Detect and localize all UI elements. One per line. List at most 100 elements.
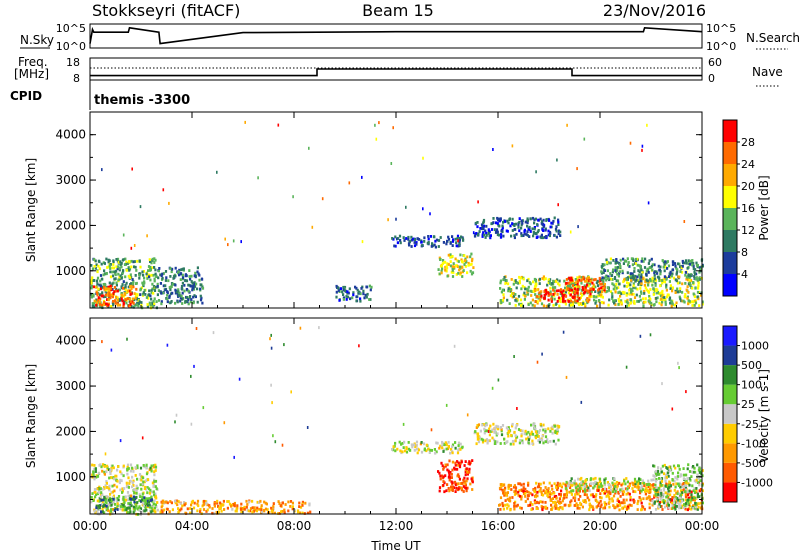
data-cell [366,292,369,296]
data-cell [161,499,164,503]
data-cell [451,255,454,258]
data-cell [619,490,622,493]
data-cell [449,242,452,245]
data-cell [213,503,216,506]
data-cell [676,262,679,266]
data-cell [588,294,591,298]
data-cell [548,490,551,494]
data-cell [517,294,521,298]
data-cell [346,290,349,294]
data-cell [550,295,553,299]
data-cell [140,498,143,502]
data-cell [697,286,700,290]
data-cell [599,499,602,503]
data-cell [634,286,637,290]
noise-cell [133,244,136,247]
data-cell [678,506,681,510]
data-cell [152,291,155,295]
data-cell [423,447,426,451]
data-cell [636,502,639,506]
data-cell [513,502,516,505]
data-cell [693,270,696,274]
data-cell [148,500,151,504]
freq-tick-top: 18 [66,56,80,69]
data-cell [118,268,121,272]
data-cell [625,293,628,297]
data-cell [263,500,266,504]
data-cell [550,484,553,488]
data-cell [690,507,693,511]
data-cell [646,267,649,271]
data-cell [680,499,684,503]
data-cell [547,492,550,495]
data-cell [396,241,399,245]
data-cell [579,495,582,498]
data-cell [402,236,405,239]
data-cell [124,298,127,302]
data-cell [556,481,559,485]
data-cell [118,275,121,279]
data-cell [532,289,535,293]
data-cell [154,492,157,496]
data-cell [643,283,646,287]
data-cell [137,302,140,305]
data-cell [574,281,577,284]
data-cell [117,260,120,264]
data-cell [664,303,667,306]
data-cell [509,294,512,298]
data-cell [636,263,639,267]
data-cell [529,501,532,504]
data-cell [128,297,132,301]
data-cell [585,478,588,482]
data-cell [614,299,617,303]
data-cell [482,221,485,225]
data-cell [598,299,601,302]
data-cell [510,488,513,491]
nsky-line [89,26,703,45]
data-cell [604,491,607,495]
data-cell [637,499,640,503]
data-cell [94,491,97,494]
data-cell [559,493,562,496]
data-cell [451,485,454,489]
data-cell [444,463,447,467]
data-cell [701,302,704,306]
data-cell [652,280,655,283]
data-cell [571,290,574,294]
data-cell [671,303,674,306]
data-cell [346,295,350,299]
data-cell [369,298,372,301]
data-cell [588,498,591,502]
data-cell [169,500,172,503]
data-cell [442,448,445,452]
data-cell [466,255,469,259]
data-cell [596,279,599,283]
data-cell [119,263,122,267]
data-cell [652,287,655,291]
data-cell [661,296,664,300]
data-cell [679,499,682,503]
data-cell [145,463,148,467]
data-cell [199,508,202,511]
data-cell [135,287,138,291]
data-cell [446,274,449,278]
data-cell [156,508,159,512]
data-cell [574,496,577,500]
data-cell [691,498,694,502]
data-cell [625,285,629,288]
data-cell [141,495,144,499]
data-cell [198,278,201,282]
data-cell [111,490,114,494]
data-cell [515,504,518,508]
data-cell [676,287,679,291]
data-cell [153,289,157,292]
data-cell [676,268,679,271]
data-cell [124,495,127,499]
data-cell [641,479,644,483]
data-cell [499,503,502,507]
data-cell [164,279,167,282]
data-cell [124,285,127,289]
data-cell [630,257,633,261]
data-cell [568,285,572,289]
